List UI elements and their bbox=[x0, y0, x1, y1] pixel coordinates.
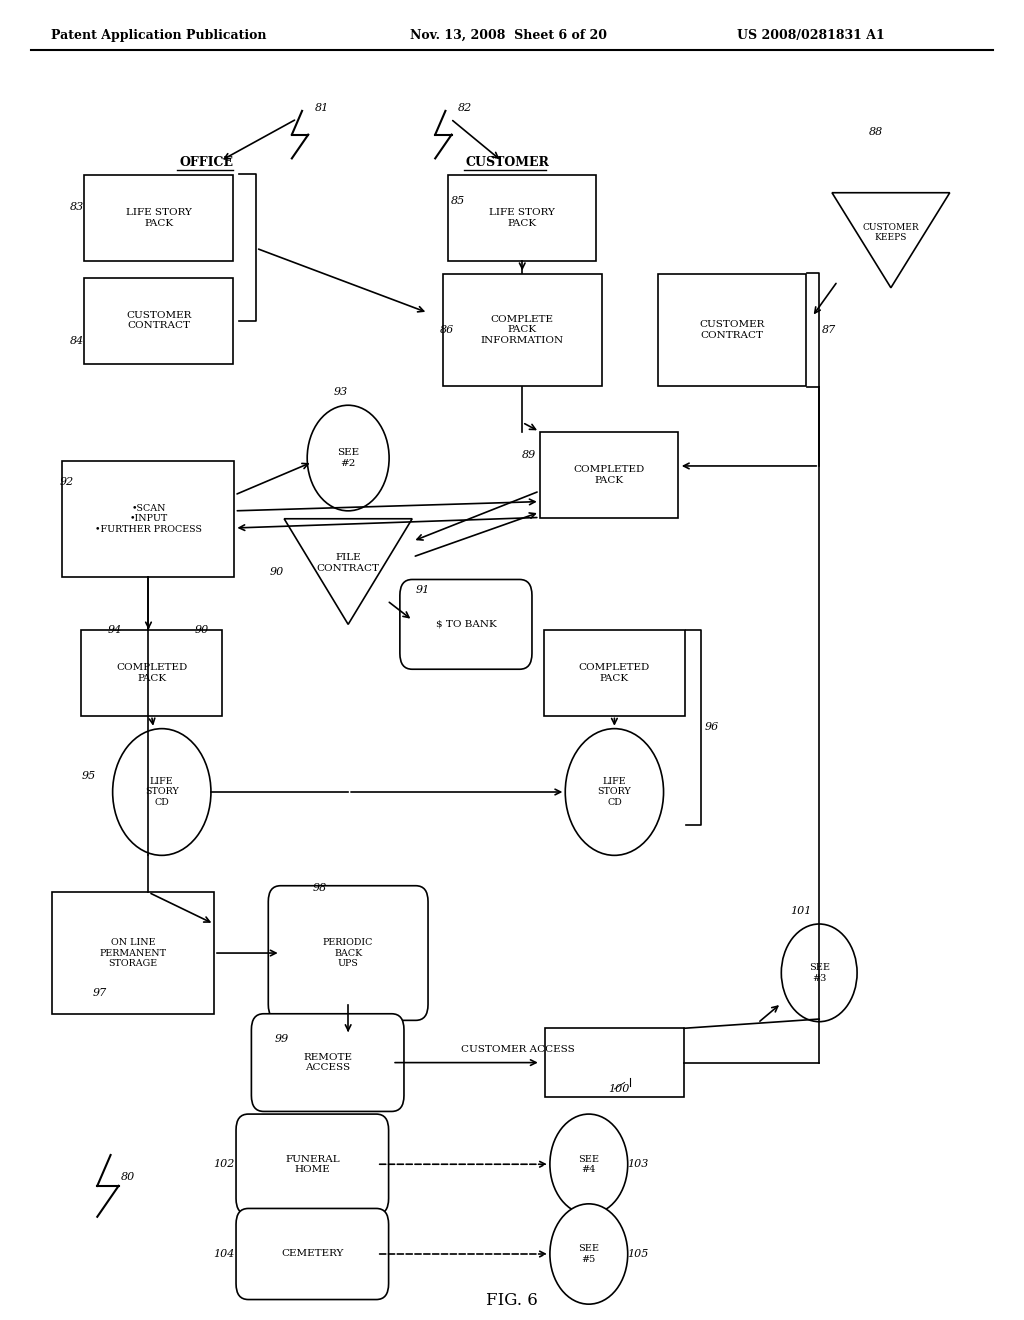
Text: CUSTOMER
CONTRACT: CUSTOMER CONTRACT bbox=[699, 321, 765, 339]
Text: SEE
#5: SEE #5 bbox=[579, 1245, 599, 1263]
Text: CUSTOMER ACCESS: CUSTOMER ACCESS bbox=[461, 1045, 574, 1053]
Text: 88: 88 bbox=[868, 127, 883, 137]
Text: 80: 80 bbox=[121, 1172, 135, 1183]
Text: REMOTE
ACCESS: REMOTE ACCESS bbox=[303, 1053, 352, 1072]
Text: 97: 97 bbox=[92, 987, 106, 998]
Text: CUSTOMER: CUSTOMER bbox=[466, 156, 550, 169]
Circle shape bbox=[565, 729, 664, 855]
Text: Patent Application Publication: Patent Application Publication bbox=[51, 29, 266, 42]
Text: COMPLETE
PACK
INFORMATION: COMPLETE PACK INFORMATION bbox=[480, 315, 564, 345]
Text: FUNERAL
HOME: FUNERAL HOME bbox=[285, 1155, 340, 1173]
FancyBboxPatch shape bbox=[236, 1114, 388, 1214]
Text: 83: 83 bbox=[70, 202, 84, 213]
Text: 93: 93 bbox=[334, 387, 348, 397]
Circle shape bbox=[781, 924, 857, 1022]
Text: LIFE
STORY
CD: LIFE STORY CD bbox=[145, 777, 178, 807]
Text: 81: 81 bbox=[314, 103, 329, 114]
Text: 95: 95 bbox=[82, 771, 96, 781]
FancyBboxPatch shape bbox=[442, 275, 602, 385]
Polygon shape bbox=[831, 193, 950, 288]
Text: 102: 102 bbox=[213, 1159, 234, 1170]
Text: COMPLETED
PACK: COMPLETED PACK bbox=[573, 466, 645, 484]
Polygon shape bbox=[285, 519, 412, 624]
Text: $ TO BANK: $ TO BANK bbox=[435, 620, 497, 628]
Text: FIG. 6: FIG. 6 bbox=[486, 1292, 538, 1309]
Text: SEE
#3: SEE #3 bbox=[809, 964, 829, 982]
Text: LIFE
STORY
CD: LIFE STORY CD bbox=[598, 777, 631, 807]
Text: ON LINE
PERMANENT
STORAGE: ON LINE PERMANENT STORAGE bbox=[99, 939, 167, 968]
Text: 103: 103 bbox=[628, 1159, 649, 1170]
Text: 92: 92 bbox=[59, 477, 74, 487]
Circle shape bbox=[113, 729, 211, 855]
Text: LIFE STORY
PACK: LIFE STORY PACK bbox=[126, 209, 191, 227]
Text: Nov. 13, 2008  Sheet 6 of 20: Nov. 13, 2008 Sheet 6 of 20 bbox=[410, 29, 606, 42]
Text: 91: 91 bbox=[416, 585, 430, 595]
Text: 90: 90 bbox=[269, 566, 284, 577]
FancyBboxPatch shape bbox=[84, 176, 232, 261]
FancyBboxPatch shape bbox=[399, 579, 532, 669]
Text: COMPLETED
PACK: COMPLETED PACK bbox=[116, 664, 187, 682]
Text: COMPLETED
PACK: COMPLETED PACK bbox=[579, 664, 650, 682]
Text: SEE
#4: SEE #4 bbox=[579, 1155, 599, 1173]
FancyBboxPatch shape bbox=[545, 1028, 684, 1097]
Text: 89: 89 bbox=[522, 450, 537, 461]
Text: 86: 86 bbox=[440, 325, 455, 335]
Circle shape bbox=[307, 405, 389, 511]
FancyBboxPatch shape bbox=[81, 631, 222, 715]
Text: 104: 104 bbox=[213, 1249, 234, 1259]
FancyBboxPatch shape bbox=[252, 1014, 403, 1111]
Text: 90: 90 bbox=[195, 624, 209, 635]
Text: 100: 100 bbox=[608, 1084, 630, 1094]
FancyBboxPatch shape bbox=[62, 461, 234, 577]
Text: 98: 98 bbox=[312, 883, 327, 894]
Text: LIFE STORY
PACK: LIFE STORY PACK bbox=[489, 209, 555, 227]
Text: 99: 99 bbox=[274, 1034, 289, 1044]
Text: 96: 96 bbox=[705, 722, 719, 733]
FancyBboxPatch shape bbox=[541, 432, 678, 517]
Text: 101: 101 bbox=[791, 906, 811, 916]
FancyBboxPatch shape bbox=[84, 277, 232, 363]
Text: CUSTOMER
CONTRACT: CUSTOMER CONTRACT bbox=[126, 312, 191, 330]
Text: CEMETERY: CEMETERY bbox=[282, 1250, 343, 1258]
Text: FILE
CONTRACT: FILE CONTRACT bbox=[316, 553, 380, 573]
Circle shape bbox=[550, 1204, 628, 1304]
Text: 82: 82 bbox=[458, 103, 472, 114]
Text: •SCAN
•INPUT
•FURTHER PROCESS: •SCAN •INPUT •FURTHER PROCESS bbox=[95, 504, 202, 533]
FancyBboxPatch shape bbox=[657, 275, 807, 385]
Text: 105: 105 bbox=[628, 1249, 649, 1259]
FancyBboxPatch shape bbox=[236, 1209, 388, 1299]
Text: 87: 87 bbox=[822, 325, 837, 335]
Text: CUSTOMER
KEEPS: CUSTOMER KEEPS bbox=[862, 223, 920, 243]
Text: PERIODIC
BACK
UPS: PERIODIC BACK UPS bbox=[323, 939, 374, 968]
Text: SEE
#2: SEE #2 bbox=[337, 449, 359, 467]
FancyBboxPatch shape bbox=[449, 176, 596, 261]
Text: US 2008/0281831 A1: US 2008/0281831 A1 bbox=[737, 29, 885, 42]
FancyBboxPatch shape bbox=[52, 892, 214, 1014]
Text: OFFICE: OFFICE bbox=[179, 156, 233, 169]
Circle shape bbox=[550, 1114, 628, 1214]
Text: 85: 85 bbox=[451, 195, 465, 206]
FancyBboxPatch shape bbox=[544, 631, 685, 715]
Text: 94: 94 bbox=[108, 624, 122, 635]
Text: 84: 84 bbox=[70, 335, 84, 346]
FancyBboxPatch shape bbox=[268, 886, 428, 1020]
